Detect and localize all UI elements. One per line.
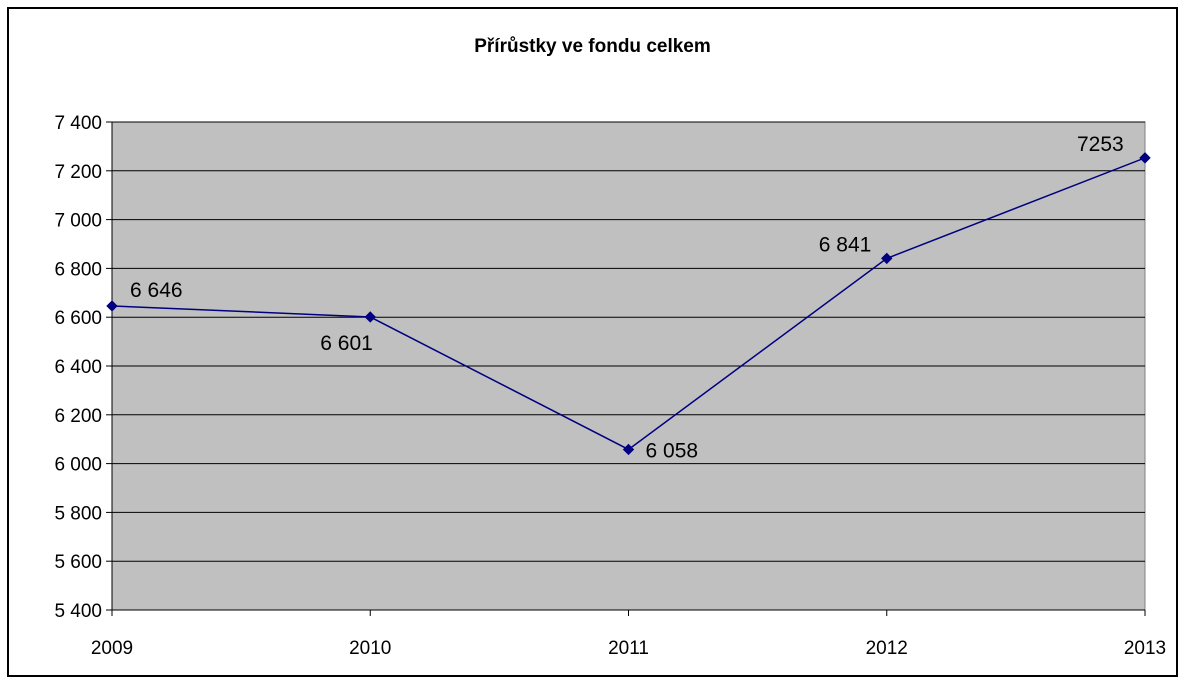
y-tick-label: 6 200	[54, 406, 102, 427]
data-label: 6 601	[320, 332, 373, 355]
y-tick-label: 7 400	[54, 113, 102, 134]
x-tick-label: 2012	[866, 638, 908, 659]
x-tick-label: 2009	[91, 638, 133, 659]
y-tick-label: 5 800	[54, 503, 102, 524]
chart-title: Přírůstky ve fondu celkem	[474, 36, 711, 57]
y-tick-label: 7 000	[54, 211, 102, 232]
y-tick-label: 6 600	[54, 308, 102, 329]
data-label: 7253	[1077, 133, 1124, 156]
y-tick-label: 6 000	[54, 455, 102, 476]
y-tick-label: 5 600	[54, 552, 102, 573]
x-tick-label: 2011	[608, 638, 649, 659]
data-point-marker	[622, 443, 635, 456]
y-tick-label: 6 400	[54, 357, 102, 378]
data-point-marker	[1139, 152, 1151, 164]
y-tick-label: 7 200	[54, 162, 102, 183]
x-tick-label: 2010	[349, 638, 391, 659]
data-label: 6 841	[819, 233, 872, 256]
x-tick-label: 2013	[1124, 638, 1166, 659]
data-point-marker	[364, 311, 376, 323]
y-tick-label: 5 400	[54, 601, 102, 622]
data-point-marker	[106, 300, 118, 312]
data-label: 6 058	[646, 439, 699, 462]
y-tick-label: 6 800	[54, 259, 102, 280]
data-label: 6 646	[130, 279, 183, 302]
data-point-marker	[881, 252, 893, 265]
